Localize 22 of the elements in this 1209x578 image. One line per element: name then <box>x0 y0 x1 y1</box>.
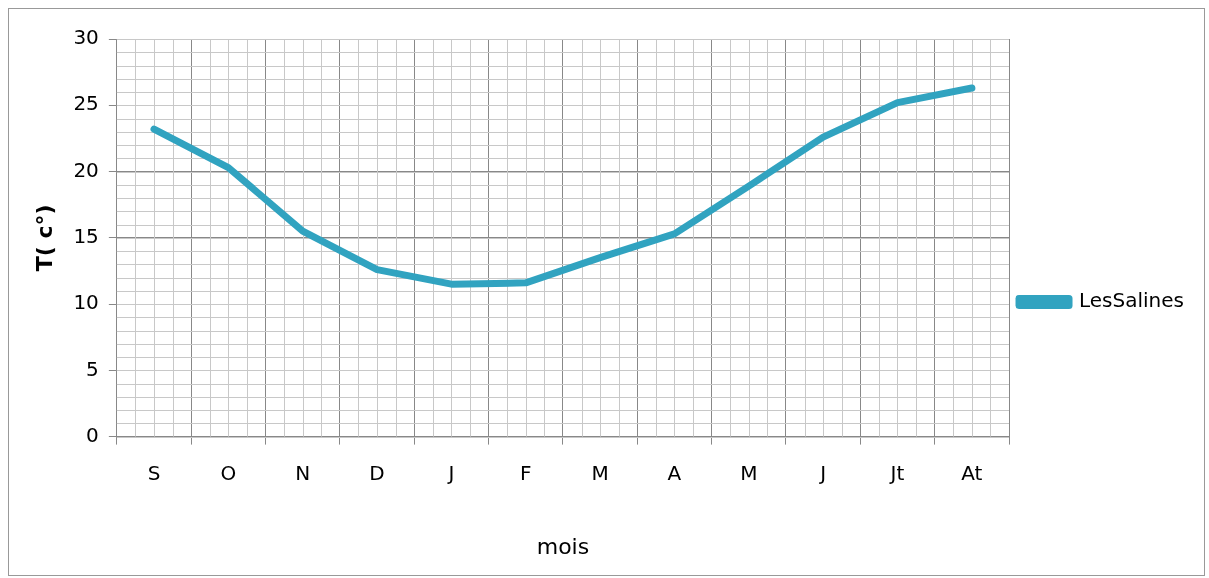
x-tick-label: N <box>295 460 311 485</box>
x-axis-title: mois <box>536 533 590 559</box>
legend-label: LesSalines <box>1079 288 1184 313</box>
x-tick-label: F <box>520 460 532 485</box>
y-tick-label: 10 <box>73 290 99 315</box>
x-tick-label: A <box>667 460 682 485</box>
y-tick-label: 30 <box>73 25 99 50</box>
x-tick-label: Jt <box>888 460 905 485</box>
x-tick-label: J <box>818 460 827 485</box>
y-tick-label: 5 <box>86 356 99 381</box>
x-tick-label: M <box>591 460 609 485</box>
x-tick-label: D <box>369 460 385 485</box>
y-tick-label: 15 <box>73 224 99 248</box>
x-tick-label: S <box>147 460 161 485</box>
y-tick-label: 0 <box>86 422 99 447</box>
x-tick-label: At <box>961 460 983 485</box>
y-tick-label: 20 <box>73 157 99 182</box>
x-tick-label: M <box>740 460 758 485</box>
x-tick-label: O <box>220 460 237 485</box>
x-tick-label: J <box>446 460 455 485</box>
y-tick-label: 25 <box>73 91 99 116</box>
y-axis-title: T( c°) <box>31 204 57 272</box>
